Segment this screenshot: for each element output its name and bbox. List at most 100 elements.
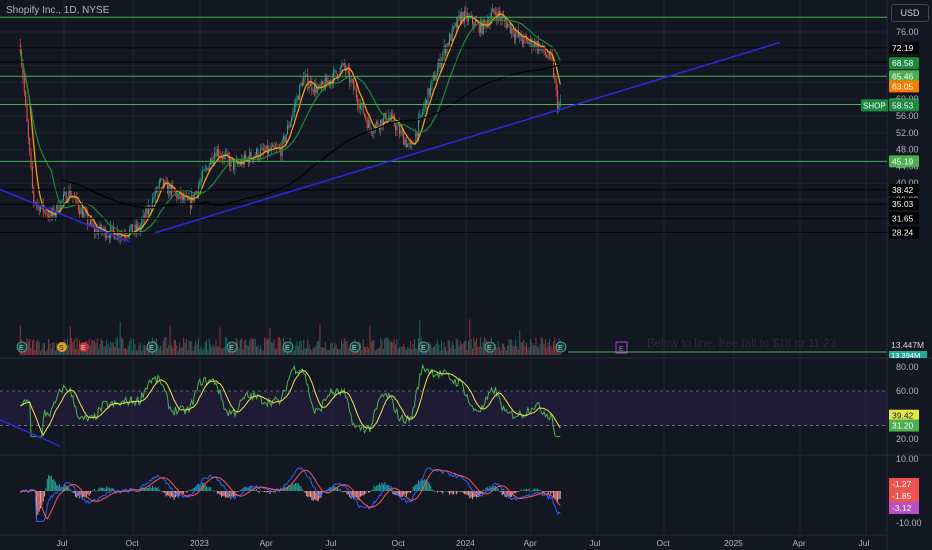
volume-bar	[419, 320, 421, 355]
candle	[287, 125, 289, 135]
volume-bar	[399, 346, 401, 355]
volume-bar	[315, 345, 317, 355]
candle	[48, 215, 50, 219]
macd-histogram-bar	[353, 491, 355, 500]
macd-histogram-bar	[253, 488, 255, 491]
volume-bar	[372, 339, 374, 355]
volume-bar	[52, 342, 54, 355]
volume-bar	[369, 324, 371, 355]
macd-histogram-bar	[73, 491, 75, 494]
volume-bar	[245, 339, 247, 355]
macd-histogram-bar	[100, 488, 102, 491]
volume-bar	[527, 348, 529, 355]
candle	[488, 21, 490, 26]
macd-histogram-bar	[492, 485, 494, 491]
macd-histogram-bar	[301, 489, 303, 491]
volume-bar	[96, 338, 98, 355]
candle	[202, 170, 204, 179]
macd-histogram-bar	[115, 491, 117, 492]
candle	[528, 42, 530, 45]
macd-histogram-bar	[212, 490, 214, 491]
volume-bar	[499, 347, 501, 355]
volume-bar	[543, 344, 545, 355]
candle	[176, 192, 178, 199]
macd-histogram-bar	[172, 491, 174, 498]
volume-bar	[196, 344, 198, 355]
macd-histogram-bar	[362, 491, 364, 496]
macd-histogram-bar	[543, 491, 545, 494]
volume-bar	[416, 348, 418, 355]
volume-bar	[500, 350, 502, 355]
macd-histogram-bar	[513, 491, 515, 493]
volume-bar	[242, 349, 244, 355]
macd-histogram-bar	[508, 491, 510, 499]
time-axis-label: Apr	[793, 538, 806, 548]
volume-bar	[373, 340, 375, 355]
candle	[553, 59, 555, 78]
volume-bar	[330, 343, 332, 355]
candle	[476, 21, 478, 23]
chart-annotation: Below to line, free fall to $18 or 11.23	[647, 338, 836, 350]
candle	[380, 119, 382, 130]
macd-histogram-bar	[524, 489, 526, 491]
volume-bar	[295, 345, 297, 355]
volume-bar	[364, 346, 366, 355]
macd-histogram-bar	[72, 491, 74, 493]
volume-bar	[91, 339, 93, 355]
candle	[26, 104, 28, 122]
macd-histogram-bar	[254, 489, 256, 491]
macd-histogram-bar	[341, 491, 343, 492]
candle	[288, 125, 290, 128]
volume-bar	[107, 343, 109, 355]
candle	[301, 82, 303, 86]
macd-histogram-bar	[424, 479, 426, 491]
volume-bar	[534, 345, 536, 355]
volume-bar	[505, 350, 507, 355]
candle	[179, 191, 181, 195]
candle	[214, 153, 216, 161]
symbol-badge-label: SHOP	[863, 101, 886, 110]
candle	[508, 23, 510, 25]
macd-histogram-bar	[507, 491, 509, 497]
candle	[94, 226, 96, 233]
candle	[407, 144, 409, 147]
macd-histogram-bar	[493, 486, 495, 491]
candle	[215, 153, 217, 157]
macd-histogram-bar	[270, 491, 272, 492]
macd-histogram-bar	[323, 490, 325, 492]
candle	[420, 114, 422, 116]
volume-bar	[516, 346, 518, 355]
candle	[77, 203, 79, 210]
macd-histogram-bar	[427, 481, 429, 491]
volume-bar	[34, 350, 36, 355]
macd-histogram-bar	[519, 491, 521, 492]
macd-histogram-bar	[295, 482, 297, 491]
volume-bar	[384, 338, 386, 355]
candle	[134, 224, 136, 232]
volume-bar	[494, 344, 496, 355]
currency-button[interactable]: USD	[891, 4, 929, 22]
candle	[532, 46, 534, 49]
macd-histogram-bar	[273, 491, 275, 493]
macd-histogram-bar	[168, 491, 170, 496]
macd-histogram-bar	[499, 490, 501, 492]
candle	[56, 203, 58, 213]
candle	[511, 28, 513, 34]
rsi-tick-label: 60.00	[896, 386, 919, 396]
candle	[73, 197, 75, 199]
volume-bar	[293, 350, 295, 355]
candle	[25, 91, 27, 105]
volume-bar	[550, 345, 552, 355]
candle	[353, 80, 355, 90]
macd-histogram-bar	[77, 491, 79, 496]
volume-bar	[501, 343, 503, 355]
macd-histogram-bar	[308, 491, 310, 497]
macd-histogram-bar	[521, 490, 523, 492]
volume-bar	[428, 341, 430, 355]
volume-bar	[234, 349, 236, 355]
candle	[419, 114, 421, 119]
candle	[527, 39, 529, 45]
macd-histogram-bar	[148, 488, 150, 491]
volume-bar	[389, 341, 391, 355]
